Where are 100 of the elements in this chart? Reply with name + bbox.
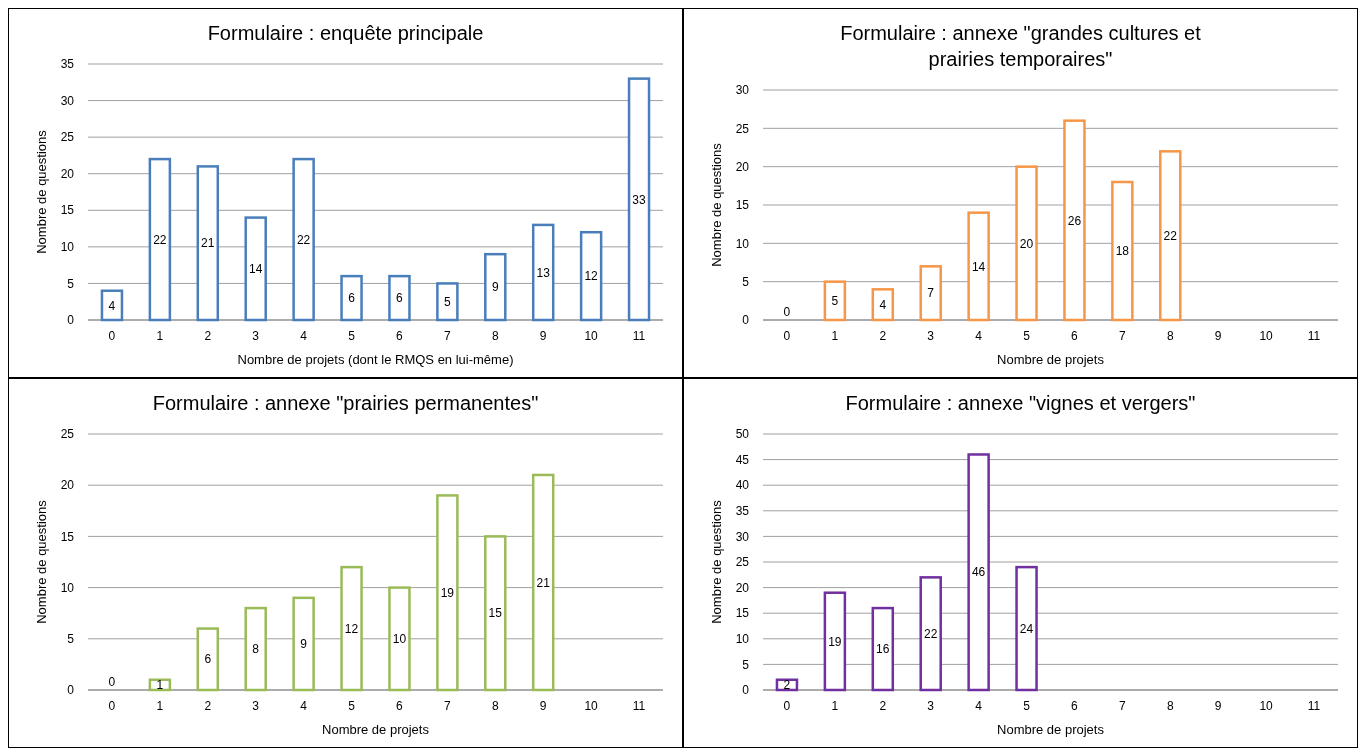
- y-axis-title: Nombre de questions: [709, 142, 724, 267]
- y-tick-label: 30: [735, 529, 750, 544]
- bar: [871, 606, 895, 692]
- x-tick-label: 11: [1307, 329, 1321, 343]
- data-label: 12: [584, 269, 599, 284]
- y-tick-label: 5: [67, 276, 75, 291]
- chart-title: Formulaire : annexe "vignes et vergers": [845, 392, 1196, 414]
- bar: [292, 596, 315, 692]
- bar: [531, 223, 555, 322]
- y-tick-label: 10: [735, 236, 750, 251]
- x-tick-label: 1: [831, 329, 839, 343]
- y-tick-label: 5: [742, 657, 750, 672]
- x-tick-label: 1: [831, 699, 839, 713]
- bar: [244, 606, 267, 692]
- data-label: 6: [204, 652, 212, 667]
- bar: [148, 157, 172, 322]
- x-axis-title: Nombre de projets: [322, 722, 430, 737]
- x-tick-label: 3: [927, 699, 935, 713]
- y-tick-label: 0: [67, 313, 75, 328]
- x-tick-label: 11: [1307, 699, 1321, 713]
- data-label: 4: [879, 297, 887, 312]
- bar: [823, 591, 847, 692]
- y-axis-title: Nombre de questions: [34, 499, 49, 624]
- x-tick-label: 7: [444, 329, 452, 343]
- bar: [292, 157, 315, 322]
- data-label: 7: [927, 286, 935, 301]
- data-label: 20: [1019, 236, 1034, 251]
- data-label: 5: [831, 294, 839, 309]
- bar: [100, 289, 124, 322]
- y-tick-label: 25: [60, 130, 75, 145]
- y-tick-label: 35: [735, 504, 750, 518]
- data-label: 22: [296, 232, 311, 247]
- x-tick-label: 1: [156, 329, 164, 343]
- x-tick-label: 8: [491, 699, 499, 713]
- y-tick-label: 40: [735, 478, 750, 493]
- data-label: 9: [491, 280, 499, 295]
- data-label: 18: [1115, 244, 1130, 259]
- data-label: 6: [348, 291, 356, 306]
- y-tick-label: 30: [735, 83, 750, 98]
- x-tick-label: 4: [300, 699, 308, 713]
- data-label: 9: [300, 637, 308, 652]
- bar: [1111, 180, 1134, 322]
- y-tick-label: 35: [60, 57, 75, 72]
- y-tick-label: 0: [742, 313, 750, 328]
- x-tick-label: 7: [1119, 699, 1127, 713]
- x-tick-label: 10: [584, 329, 599, 343]
- x-tick-label: 5: [348, 699, 356, 713]
- x-tick-label: 2: [879, 699, 887, 713]
- bar: [388, 586, 411, 692]
- x-axis-title: Nombre de projets: [997, 722, 1105, 737]
- data-label: 22: [1163, 228, 1178, 243]
- x-tick-label: 2: [204, 699, 212, 713]
- bar: [388, 274, 411, 322]
- x-axis-title: Nombre de projets (dont le RMQS en lui-même): [237, 352, 514, 367]
- data-label: 14: [249, 262, 263, 276]
- y-tick-label: 0: [67, 683, 75, 698]
- y-tick-label: 20: [60, 478, 75, 493]
- x-tick-label: 4: [300, 329, 308, 343]
- x-tick-label: 10: [584, 699, 599, 713]
- y-tick-label: 25: [735, 555, 750, 570]
- data-label: 26: [1067, 213, 1082, 228]
- data-label: 46: [971, 565, 986, 580]
- bar: [1015, 565, 1038, 692]
- bar: [919, 576, 942, 692]
- bar: [919, 265, 942, 322]
- data-label: 15: [488, 606, 503, 621]
- data-label: 13: [536, 265, 551, 280]
- y-tick-label: 10: [735, 632, 750, 646]
- bar: [340, 565, 363, 692]
- x-tick-label: 9: [1214, 329, 1222, 343]
- x-tick-label: 6: [396, 329, 404, 343]
- bar: [340, 274, 363, 322]
- chart-title: Formulaire : enquête principale: [207, 22, 484, 44]
- bar: [436, 494, 459, 692]
- x-tick-label: 0: [108, 329, 116, 343]
- data-label: 0: [108, 675, 116, 690]
- x-tick-label: 8: [1166, 699, 1174, 713]
- x-tick-label: 8: [1166, 329, 1174, 343]
- bar: [244, 216, 267, 322]
- y-tick-label: 10: [60, 240, 75, 255]
- x-tick-label: 10: [1259, 699, 1274, 713]
- x-tick-label: 7: [444, 699, 452, 713]
- y-tick-label: 25: [60, 427, 75, 442]
- x-tick-label: 6: [1071, 329, 1079, 343]
- bar: [967, 453, 990, 692]
- chart-title: Formulaire : annexe "grandes cultures et prairies temporaires": [840, 22, 1202, 70]
- data-label: 2: [783, 678, 791, 693]
- data-label: 4: [108, 298, 116, 313]
- data-label: 24: [1019, 621, 1034, 636]
- bar: [579, 230, 603, 322]
- data-label: 21: [536, 575, 551, 590]
- x-tick-label: 9: [1214, 699, 1222, 713]
- bar: [196, 627, 220, 692]
- x-tick-label: 5: [348, 329, 356, 343]
- y-tick-label: 25: [735, 121, 750, 136]
- bar: [196, 165, 220, 322]
- x-tick-label: 0: [783, 699, 791, 713]
- x-tick-label: 3: [927, 329, 935, 343]
- bar: [484, 535, 507, 692]
- data-label: 21: [201, 236, 215, 251]
